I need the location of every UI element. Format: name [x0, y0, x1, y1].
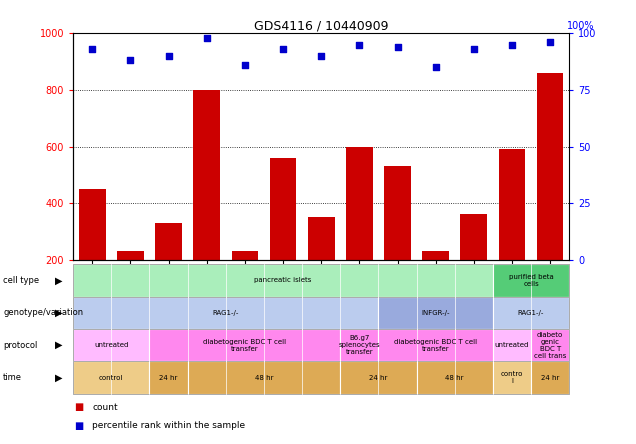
Point: [316, 52, 326, 59]
Text: B6.g7
splenocytes
transfer: B6.g7 splenocytes transfer: [338, 335, 380, 355]
Point: [507, 41, 517, 48]
Point: [278, 46, 288, 53]
Text: 48 hr: 48 hr: [445, 375, 464, 381]
Point: [240, 61, 250, 68]
Text: untreated: untreated: [495, 342, 529, 348]
Text: 48 hr: 48 hr: [254, 375, 273, 381]
Bar: [117, 251, 144, 316]
Bar: [232, 251, 258, 316]
Text: diabetogenic BDC T cell
transfer: diabetogenic BDC T cell transfer: [204, 339, 286, 352]
Text: untreated: untreated: [94, 342, 128, 348]
Point: [87, 46, 97, 53]
Text: time: time: [3, 373, 22, 382]
Text: RAG1-/-: RAG1-/-: [518, 310, 544, 316]
Text: pancreatic islets: pancreatic islets: [254, 278, 312, 283]
Bar: [346, 147, 373, 316]
Text: INFGR-/-: INFGR-/-: [422, 310, 450, 316]
Text: 24 hr: 24 hr: [160, 375, 177, 381]
Point: [392, 44, 403, 51]
Text: genotype/variation: genotype/variation: [3, 308, 83, 317]
Bar: [79, 189, 106, 316]
Text: percentile rank within the sample: percentile rank within the sample: [92, 421, 245, 430]
Point: [431, 64, 441, 71]
Point: [125, 57, 135, 64]
Point: [163, 52, 174, 59]
Text: diabetogenic BDC T cell
transfer: diabetogenic BDC T cell transfer: [394, 339, 477, 352]
Text: ▶: ▶: [55, 275, 62, 285]
Text: count: count: [92, 403, 118, 412]
Text: 24 hr: 24 hr: [541, 375, 559, 381]
Point: [545, 39, 555, 46]
Text: contro
l: contro l: [501, 371, 523, 384]
Text: ▶: ▶: [55, 340, 62, 350]
Point: [202, 34, 212, 41]
Text: ■: ■: [74, 421, 84, 431]
Bar: [422, 251, 449, 316]
Bar: [155, 223, 182, 316]
Text: 100%: 100%: [567, 20, 594, 31]
Text: ▶: ▶: [55, 308, 62, 318]
Text: protocol: protocol: [3, 341, 38, 350]
Point: [469, 46, 479, 53]
Text: diabeto
genic
BDC T
cell trans: diabeto genic BDC T cell trans: [534, 332, 566, 359]
Bar: [537, 73, 563, 316]
Bar: [308, 217, 335, 316]
Text: control: control: [99, 375, 123, 381]
Bar: [270, 158, 296, 316]
Bar: [460, 214, 487, 316]
Text: ■: ■: [74, 402, 84, 412]
Bar: [384, 166, 411, 316]
Point: [354, 41, 364, 48]
Text: purified beta
cells: purified beta cells: [509, 274, 553, 287]
Bar: [193, 90, 220, 316]
Title: GDS4116 / 10440909: GDS4116 / 10440909: [254, 19, 389, 32]
Text: cell type: cell type: [3, 276, 39, 285]
Bar: [499, 149, 525, 316]
Text: ▶: ▶: [55, 373, 62, 383]
Text: 24 hr: 24 hr: [370, 375, 387, 381]
Text: RAG1-/-: RAG1-/-: [212, 310, 239, 316]
